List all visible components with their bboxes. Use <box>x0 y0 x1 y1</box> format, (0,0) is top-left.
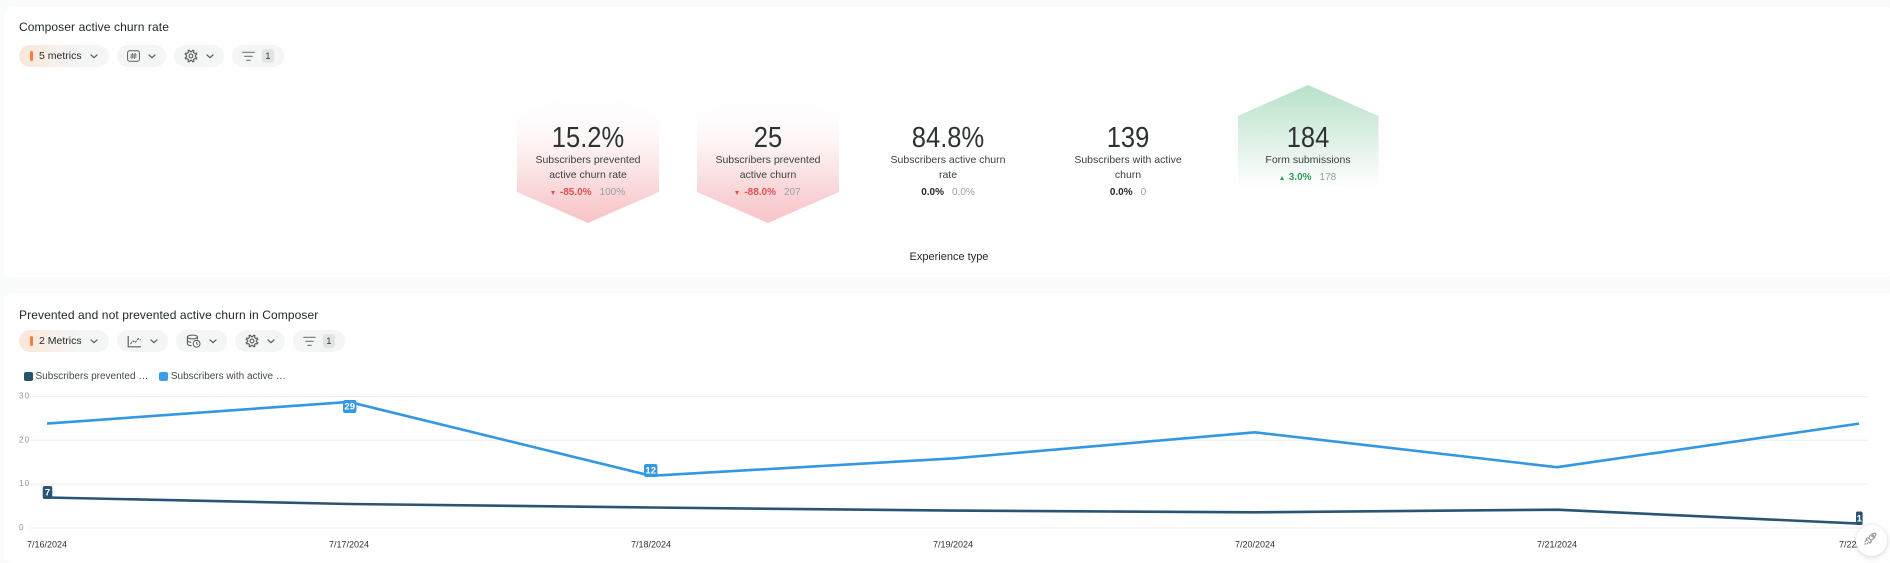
svg-text:7/16/2024: 7/16/2024 <box>27 539 67 549</box>
svg-text:0: 0 <box>19 523 25 532</box>
svg-text:20: 20 <box>19 435 30 444</box>
svg-text:7/21/2024: 7/21/2024 <box>1537 539 1577 549</box>
svg-text:7/17/2024: 7/17/2024 <box>329 539 369 549</box>
svg-text:10: 10 <box>19 479 30 488</box>
svg-text:7/20/2024: 7/20/2024 <box>1235 539 1275 549</box>
svg-text:1: 1 <box>1857 513 1863 524</box>
svg-text:7: 7 <box>45 488 50 499</box>
svg-text:7/19/2024: 7/19/2024 <box>933 539 973 549</box>
svg-text:7/18/2024: 7/18/2024 <box>631 539 671 549</box>
svg-text:30: 30 <box>19 392 30 401</box>
svg-text:12: 12 <box>645 466 656 477</box>
svg-text:29: 29 <box>344 402 355 413</box>
